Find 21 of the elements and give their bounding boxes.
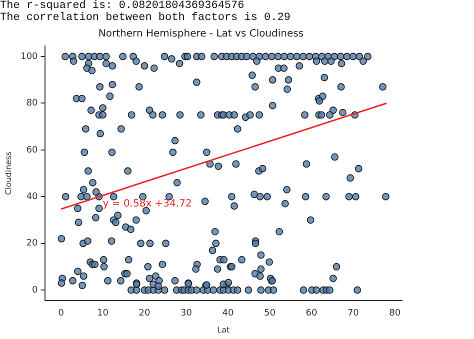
x-tick-label: 10: [97, 308, 109, 318]
x-tick-label: 50: [264, 308, 276, 318]
x-tick-label: 70: [347, 308, 360, 318]
y-tick-label: 0: [32, 285, 38, 296]
y-tick-label: 60: [26, 145, 38, 156]
text: The correlation between both factors is 0.29: [0, 12, 292, 24]
x-tick-label: 60: [306, 308, 318, 318]
x-tick-label: 20: [138, 308, 151, 318]
y-tick-label: 100: [20, 52, 38, 62]
y-tick-label: 20: [26, 238, 38, 249]
x-tick-label: 30: [180, 308, 192, 318]
annotation: y = 0.58x +34.72: [102, 198, 192, 210]
x-tick-label: 0: [58, 308, 64, 318]
chart-title: Northern Hemisphere - Lat vs Cloudiness: [98, 28, 304, 40]
y-axis-title: Cloudiness: [4, 152, 13, 196]
y-tick-label: 80: [26, 98, 38, 109]
y-tick-label: 40: [26, 192, 38, 202]
x-tick-label: 40: [222, 308, 234, 318]
x-tick-label: 80: [389, 308, 401, 318]
text: The r-squared is: 0.08201804369364576: [0, 0, 246, 12]
x-axis-title: Lat: [217, 325, 230, 334]
